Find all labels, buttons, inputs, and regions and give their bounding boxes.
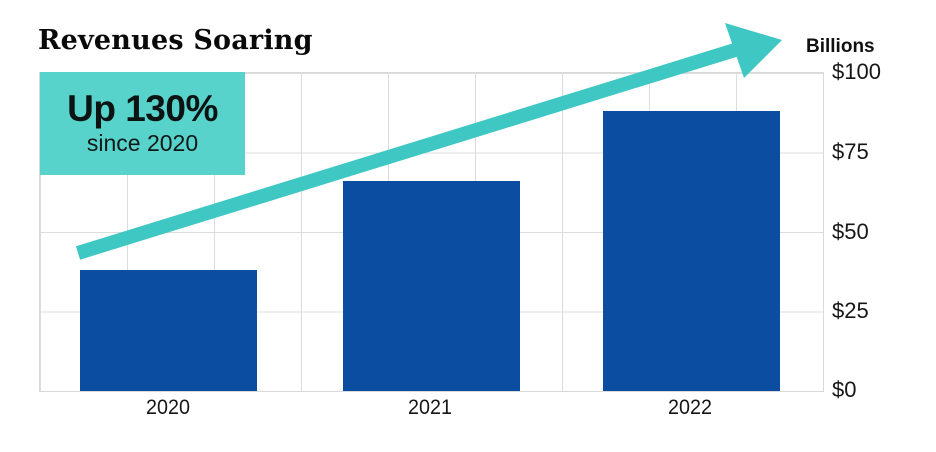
y-tick-0: $0 bbox=[832, 377, 857, 402]
callout-subline: since 2020 bbox=[86, 130, 199, 157]
x-tick-2021: 2021 bbox=[408, 396, 452, 419]
bar-2022 bbox=[603, 111, 780, 391]
bar-2021 bbox=[343, 181, 520, 391]
x-tick-2022: 2022 bbox=[668, 396, 712, 419]
y-tick-50: $50 bbox=[832, 219, 869, 244]
y-tick-75: $75 bbox=[832, 139, 869, 164]
callout-badge: Up 130% since 2020 bbox=[40, 72, 245, 175]
page-title: Revenues Soaring bbox=[38, 25, 313, 56]
y-tick-100: $100 bbox=[832, 59, 881, 84]
y-axis-unit-label: Billions bbox=[806, 36, 875, 57]
y-tick-25: $25 bbox=[832, 298, 869, 323]
callout-headline: Up 130% bbox=[67, 88, 218, 130]
x-tick-2020: 2020 bbox=[146, 396, 190, 419]
bar-2020 bbox=[80, 270, 257, 391]
